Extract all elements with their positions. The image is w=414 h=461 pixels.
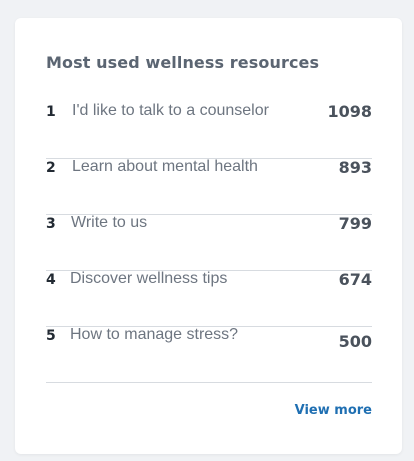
rank-number: 3 bbox=[46, 216, 56, 232]
resource-label: How to manage stress? bbox=[70, 326, 239, 343]
usage-count: 799 bbox=[338, 214, 372, 233]
list-item[interactable]: 3 Write to us 799 bbox=[46, 214, 372, 271]
resource-label: I'd like to talk to a counselor bbox=[72, 102, 269, 119]
list-item[interactable]: 1 I'd like to talk to a counselor 1098 bbox=[46, 102, 372, 159]
usage-count: 674 bbox=[338, 270, 372, 289]
list-item[interactable]: 5 How to manage stress? 500 bbox=[46, 326, 372, 383]
list-item[interactable]: 2 Learn about mental health 893 bbox=[46, 158, 372, 215]
resource-label: Discover wellness tips bbox=[70, 270, 228, 287]
rank-number: 2 bbox=[46, 160, 56, 176]
usage-count: 893 bbox=[338, 158, 372, 177]
resource-list: 1 I'd like to talk to a counselor 1098 2… bbox=[46, 102, 372, 383]
usage-count: 1098 bbox=[327, 102, 372, 121]
view-more-link[interactable]: View more bbox=[294, 403, 372, 418]
resource-label: Write to us bbox=[71, 214, 148, 231]
resource-label: Learn about mental health bbox=[72, 158, 258, 175]
list-item[interactable]: 4 Discover wellness tips 674 bbox=[46, 270, 372, 327]
usage-count: 500 bbox=[338, 332, 372, 351]
card-title: Most used wellness resources bbox=[46, 53, 320, 72]
rank-number: 4 bbox=[46, 272, 56, 288]
wellness-resources-card: Most used wellness resources 1 I'd like … bbox=[15, 18, 402, 454]
rank-number: 5 bbox=[46, 328, 56, 344]
rank-number: 1 bbox=[46, 104, 56, 120]
